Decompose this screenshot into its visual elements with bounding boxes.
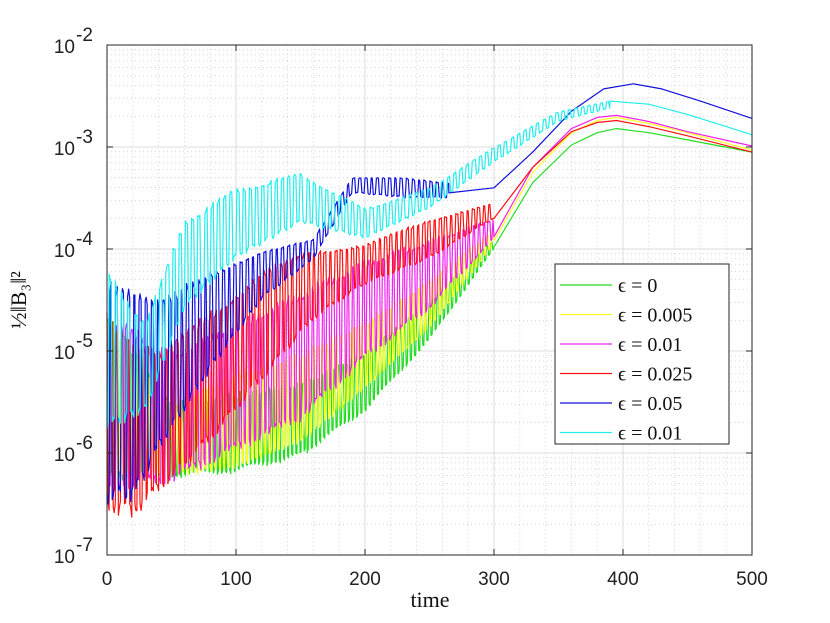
x-tick-label: 100 bbox=[220, 569, 252, 590]
x-tick-label: 200 bbox=[349, 569, 381, 590]
series-group bbox=[106, 83, 753, 518]
y-tick-label: 10 bbox=[54, 241, 75, 262]
series-line-4 bbox=[106, 83, 753, 505]
y-tick-exponent: -4 bbox=[76, 229, 93, 250]
series-line-0 bbox=[106, 128, 753, 483]
plot-frame bbox=[106, 44, 753, 556]
y-tick-label: 10 bbox=[54, 139, 75, 160]
legend-label-0: ϵ = 0 bbox=[618, 275, 657, 297]
y-axis-label: ½‖B₃‖² bbox=[6, 271, 31, 329]
x-tick-label: 300 bbox=[478, 569, 510, 590]
legend: ϵ = 0 ϵ = 0.005 ϵ = 0.01 ϵ = 0.025 ϵ = 0.05 ϵ… bbox=[554, 263, 730, 445]
y-tick-label: 10 bbox=[54, 547, 75, 568]
x-axis-label: time bbox=[410, 587, 449, 612]
y-tick-exponent: -5 bbox=[76, 331, 93, 352]
series-line-5 bbox=[106, 100, 753, 429]
x-tick-label: 400 bbox=[607, 569, 639, 590]
y-tick-exponent: -6 bbox=[76, 433, 93, 454]
legend-label-2: ϵ = 0.01 bbox=[618, 334, 682, 356]
series-line-2 bbox=[106, 114, 753, 492]
y-tick-exponent: -2 bbox=[76, 25, 93, 46]
y-tick-label: 10 bbox=[54, 343, 75, 364]
axis-ticks bbox=[106, 44, 753, 556]
legend-label-3: ϵ = 0.025 bbox=[618, 364, 692, 386]
y-tick-label: 10 bbox=[54, 37, 75, 58]
legend-label-5: ϵ = 0.01 bbox=[618, 423, 682, 445]
legend-label-1: ϵ = 0.005 bbox=[618, 305, 692, 327]
y-tick-exponent: -7 bbox=[76, 535, 93, 556]
x-tick-label: 0 bbox=[102, 569, 113, 590]
y-tick-exponent: -3 bbox=[76, 127, 93, 148]
y-tick-label: 10 bbox=[54, 445, 75, 466]
legend-box bbox=[554, 263, 730, 445]
legend-label-4: ϵ = 0.05 bbox=[618, 393, 682, 415]
x-tick-label: 500 bbox=[736, 569, 768, 590]
